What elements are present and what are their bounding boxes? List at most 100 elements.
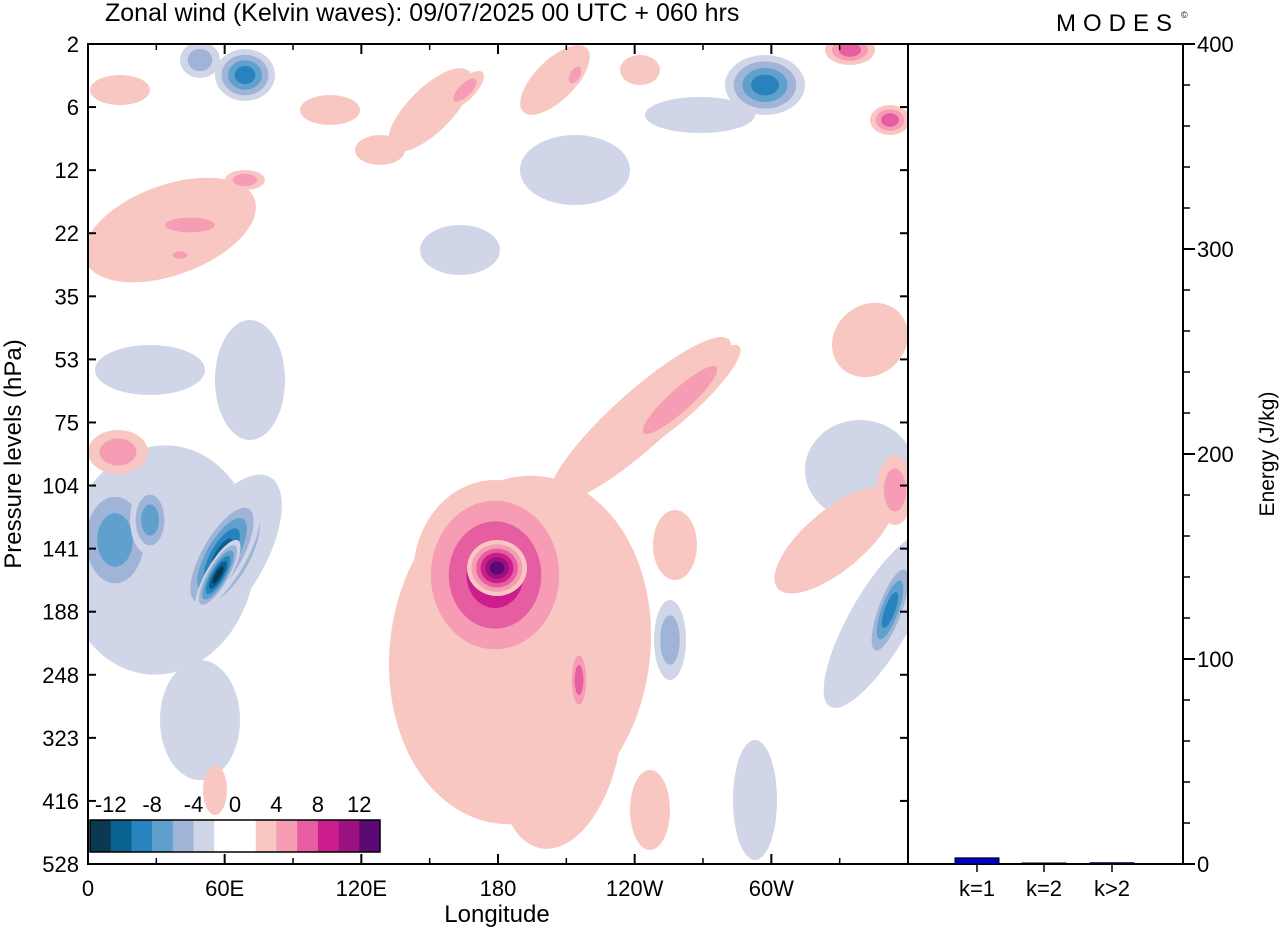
colorbar-frame bbox=[89, 819, 381, 853]
wind-contour-region bbox=[660, 615, 680, 665]
y-tick-label: 323 bbox=[42, 726, 79, 751]
x-tick-label: 0 bbox=[82, 876, 94, 901]
wind-contour-region bbox=[215, 320, 285, 440]
y-tick-label: 35 bbox=[55, 284, 79, 309]
wind-contour-region bbox=[733, 740, 777, 860]
x-tick-label: 60E bbox=[205, 876, 244, 901]
wind-contour-region bbox=[568, 66, 582, 84]
colorbar-swatch bbox=[90, 820, 112, 852]
wind-contour-region bbox=[234, 66, 256, 84]
brand-logo: MODES bbox=[1056, 10, 1179, 37]
y-tick-label: 2 bbox=[67, 32, 79, 57]
wind-contour-region bbox=[881, 113, 899, 127]
colorbar-label: 0 bbox=[229, 792, 241, 817]
wind-contour-region bbox=[642, 366, 718, 434]
y-tick-label: 53 bbox=[55, 347, 79, 372]
wind-contour-region bbox=[300, 95, 360, 125]
wind-contour-region bbox=[520, 45, 590, 115]
y-tick-label: 416 bbox=[42, 789, 79, 814]
colorbar-swatch bbox=[235, 820, 257, 852]
energy-bar bbox=[954, 857, 1000, 865]
colorbar-label: -4 bbox=[184, 792, 204, 817]
colorbar-swatch bbox=[297, 820, 319, 852]
colorbar-swatch bbox=[110, 820, 132, 852]
energy-category-label: k=1 bbox=[959, 876, 995, 901]
energy-tick-label: 0 bbox=[1197, 852, 1209, 877]
pressure-axis: 2 6 12 22 35 53 75 104 141 188 248 323 416 528 bbox=[42, 32, 908, 877]
energy-category-label: k=2 bbox=[1026, 876, 1062, 901]
colorbar-label: -12 bbox=[95, 792, 127, 817]
y-tick-label: 104 bbox=[42, 474, 79, 499]
energy-bars: k=1 k=2 k>2 bbox=[954, 857, 1135, 901]
wind-contour-region bbox=[99, 438, 137, 466]
wind-contour-region bbox=[212, 566, 224, 584]
y-tick-label: 12 bbox=[55, 158, 79, 183]
wind-contour-region bbox=[489, 561, 505, 575]
y-tick-label: 248 bbox=[42, 663, 79, 688]
y-tick-label: 188 bbox=[42, 600, 79, 625]
colorbar-label: 8 bbox=[312, 792, 324, 817]
wind-contour-region bbox=[232, 173, 258, 187]
y-tick-label: 528 bbox=[42, 852, 79, 877]
y-tick-label: 75 bbox=[55, 410, 79, 435]
wind-contour-region bbox=[203, 765, 227, 815]
y-axis-title: Pressure levels (hPa) bbox=[0, 339, 27, 568]
wind-contour-region bbox=[520, 135, 630, 205]
colorbar-swatch bbox=[255, 820, 277, 852]
energy-tick-label: 300 bbox=[1197, 237, 1234, 262]
brand-registered-mark: © bbox=[1181, 10, 1188, 20]
energy-panel-frame bbox=[907, 43, 1184, 865]
zonal-wind-field bbox=[88, 44, 908, 864]
x-tick-label: 120E bbox=[336, 876, 387, 901]
energy-axis-title: Energy (J/kg) bbox=[1256, 392, 1279, 517]
colorbar-swatch bbox=[214, 820, 236, 852]
energy-tick-label: 200 bbox=[1197, 442, 1234, 467]
energy-bar bbox=[1021, 862, 1067, 865]
wind-contour-region bbox=[574, 664, 584, 696]
colorbar: -12 -8 -4 0 4 8 12 bbox=[89, 792, 381, 853]
wind-contour-region bbox=[883, 468, 907, 512]
energy-category-label: k>2 bbox=[1094, 876, 1130, 901]
wind-contour-region bbox=[838, 44, 862, 57]
y-tick-label: 6 bbox=[67, 95, 79, 120]
energy-tick-label: 100 bbox=[1197, 647, 1234, 672]
colorbar-swatch bbox=[338, 820, 360, 852]
wind-contour-region bbox=[95, 345, 205, 395]
wind-contour-region bbox=[881, 591, 899, 629]
chart-title: Zonal wind (Kelvin waves): 09/07/2025 00… bbox=[105, 0, 739, 27]
colorbar-label: -8 bbox=[142, 792, 162, 817]
wind-contour-region bbox=[90, 75, 150, 105]
colorbar-swatch bbox=[172, 820, 194, 852]
colorbar-label: 4 bbox=[270, 792, 282, 817]
wind-contour-region bbox=[172, 251, 188, 259]
wind-contour-region bbox=[141, 504, 159, 536]
colorbar-swatch bbox=[276, 820, 298, 852]
wind-contour-region bbox=[831, 302, 908, 378]
colorbar-swatch bbox=[317, 820, 339, 852]
colorbar-swatch bbox=[152, 820, 174, 852]
wind-contour-region bbox=[420, 225, 500, 275]
colorbar-label: 12 bbox=[347, 792, 371, 817]
x-axis-title: Longitude bbox=[444, 901, 549, 928]
y-tick-label: 141 bbox=[42, 537, 79, 562]
colorbar-swatch bbox=[359, 820, 381, 852]
wind-contour-region bbox=[653, 510, 697, 580]
wind-contour-region bbox=[630, 770, 670, 850]
energy-axis: 0 100 200 300 400 bbox=[1183, 32, 1234, 877]
x-tick-label: 180 bbox=[480, 876, 517, 901]
wind-contour-region bbox=[453, 78, 477, 102]
wind-contour-region bbox=[645, 97, 755, 133]
wind-contour-region bbox=[160, 660, 240, 780]
wind-contour-region bbox=[165, 217, 215, 233]
y-tick-label: 22 bbox=[55, 221, 79, 246]
wind-contour-region bbox=[774, 486, 896, 594]
wind-contour-region bbox=[620, 55, 660, 85]
colorbar-swatch bbox=[193, 820, 215, 852]
wind-contour-region bbox=[497, 631, 623, 849]
wind-contour-region bbox=[751, 74, 779, 96]
energy-tick-label: 400 bbox=[1197, 32, 1234, 57]
x-tick-label: 60W bbox=[749, 876, 794, 901]
energy-bar bbox=[1089, 862, 1135, 865]
wind-contour-region bbox=[187, 48, 213, 72]
